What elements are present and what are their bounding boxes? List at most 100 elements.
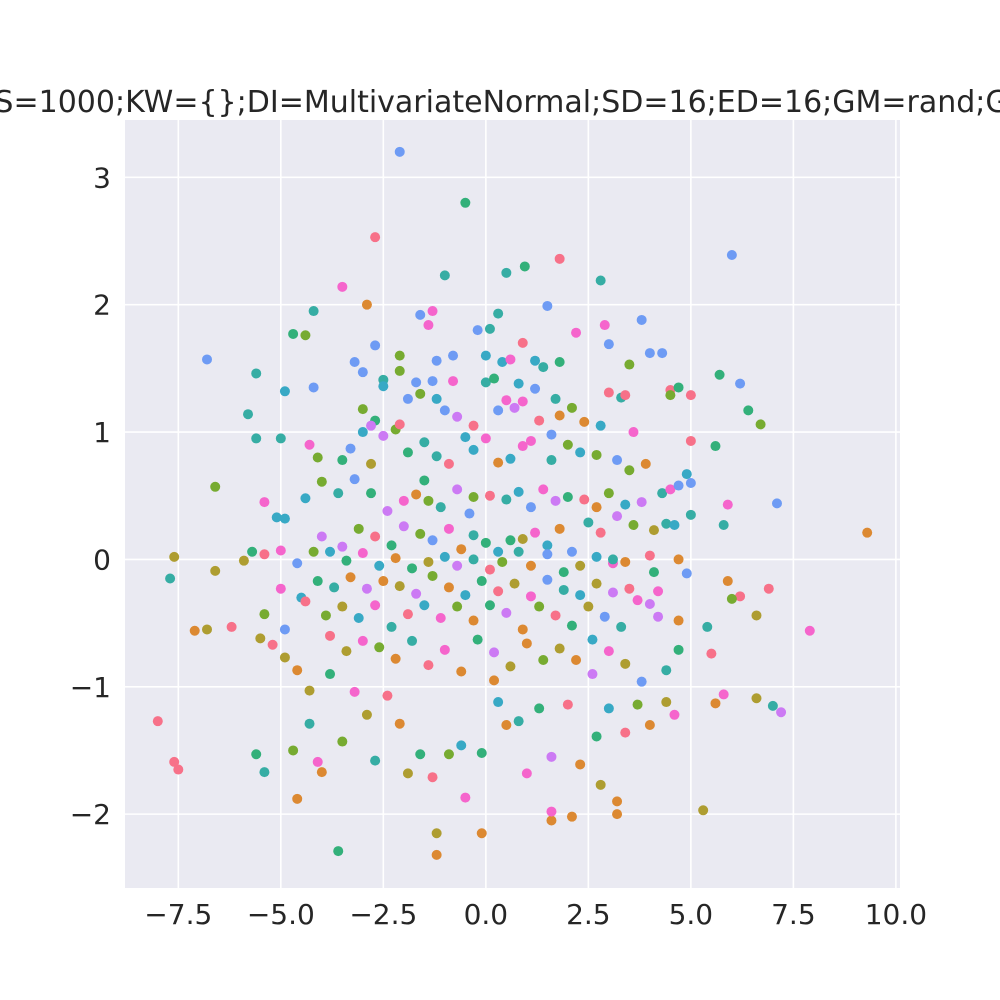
data-point bbox=[484, 323, 495, 334]
data-point bbox=[337, 281, 348, 292]
data-point bbox=[407, 635, 418, 646]
data-point bbox=[337, 601, 348, 612]
data-point bbox=[402, 609, 413, 620]
data-point bbox=[226, 621, 237, 632]
data-point bbox=[407, 563, 418, 574]
data-point bbox=[439, 405, 450, 416]
data-point bbox=[366, 420, 377, 431]
data-point bbox=[603, 488, 614, 499]
data-point bbox=[554, 253, 565, 264]
data-point bbox=[427, 772, 438, 783]
data-point bbox=[419, 475, 430, 486]
data-point bbox=[210, 481, 221, 492]
grid-lines bbox=[125, 120, 900, 888]
data-point bbox=[452, 601, 463, 612]
data-point bbox=[427, 306, 438, 317]
data-points bbox=[152, 146, 873, 860]
data-point bbox=[189, 625, 200, 636]
data-point bbox=[542, 540, 553, 551]
data-point bbox=[489, 675, 500, 686]
data-point bbox=[665, 390, 676, 401]
data-point bbox=[304, 439, 315, 450]
data-point bbox=[562, 439, 573, 450]
data-point bbox=[718, 520, 729, 531]
data-point bbox=[312, 576, 323, 587]
data-point bbox=[484, 564, 495, 575]
data-point bbox=[771, 498, 782, 509]
data-point bbox=[493, 405, 504, 416]
data-point bbox=[345, 572, 356, 583]
data-point bbox=[603, 387, 614, 398]
data-point bbox=[644, 348, 655, 359]
data-point bbox=[595, 779, 606, 790]
data-point bbox=[382, 506, 393, 517]
data-point bbox=[320, 610, 331, 621]
data-point bbox=[415, 528, 426, 539]
data-point bbox=[345, 443, 356, 454]
data-point bbox=[603, 646, 614, 657]
data-point bbox=[755, 419, 766, 430]
data-point bbox=[525, 502, 536, 513]
data-point bbox=[468, 491, 479, 502]
data-point bbox=[312, 756, 323, 767]
data-point bbox=[538, 484, 549, 495]
data-point bbox=[497, 356, 508, 367]
data-point bbox=[722, 499, 733, 510]
data-point bbox=[513, 486, 524, 497]
data-point bbox=[259, 767, 270, 778]
data-point bbox=[361, 299, 372, 310]
data-point bbox=[402, 393, 413, 404]
data-point bbox=[259, 609, 270, 620]
data-point bbox=[443, 458, 454, 469]
data-point bbox=[583, 517, 594, 528]
data-point bbox=[554, 643, 565, 654]
data-point bbox=[165, 573, 176, 584]
data-point bbox=[329, 582, 340, 593]
data-point bbox=[267, 639, 278, 650]
data-point bbox=[669, 709, 680, 720]
data-point bbox=[571, 327, 582, 338]
data-point bbox=[382, 690, 393, 701]
data-point bbox=[357, 548, 368, 559]
data-point bbox=[493, 546, 504, 557]
data-point bbox=[519, 261, 530, 272]
data-point bbox=[685, 390, 696, 401]
data-point bbox=[370, 232, 381, 243]
data-point bbox=[370, 531, 381, 542]
data-point bbox=[735, 591, 746, 602]
data-point bbox=[493, 586, 504, 597]
data-point bbox=[575, 560, 586, 571]
data-point bbox=[484, 600, 495, 611]
data-point bbox=[325, 546, 336, 557]
data-point bbox=[259, 497, 270, 508]
data-point bbox=[612, 455, 623, 466]
data-point bbox=[423, 660, 434, 671]
data-point bbox=[521, 768, 532, 779]
x-tick-label: 7.5 bbox=[771, 898, 816, 931]
data-point bbox=[632, 595, 643, 606]
data-point bbox=[640, 458, 651, 469]
data-point bbox=[636, 314, 647, 325]
data-point bbox=[398, 495, 409, 506]
data-point bbox=[210, 565, 221, 576]
data-point bbox=[275, 583, 286, 594]
data-point bbox=[673, 644, 684, 655]
data-point bbox=[435, 612, 446, 623]
data-point bbox=[448, 376, 459, 387]
data-point bbox=[304, 685, 315, 696]
data-point bbox=[530, 383, 541, 394]
data-point bbox=[394, 146, 405, 157]
data-point bbox=[411, 489, 422, 500]
data-point bbox=[394, 350, 405, 361]
data-point bbox=[648, 525, 659, 536]
x-tick-label: −5.0 bbox=[247, 898, 315, 931]
data-point bbox=[439, 551, 450, 562]
data-point bbox=[501, 494, 512, 505]
data-point bbox=[300, 493, 311, 504]
data-point bbox=[624, 465, 635, 476]
data-point bbox=[279, 386, 290, 397]
data-point bbox=[661, 697, 672, 708]
data-point bbox=[316, 476, 327, 487]
data-point bbox=[484, 490, 495, 501]
x-axis-ticks: −7.5 −5.0 −2.5 0.0 2.5 5.0 7.5 10.0 bbox=[144, 898, 927, 931]
